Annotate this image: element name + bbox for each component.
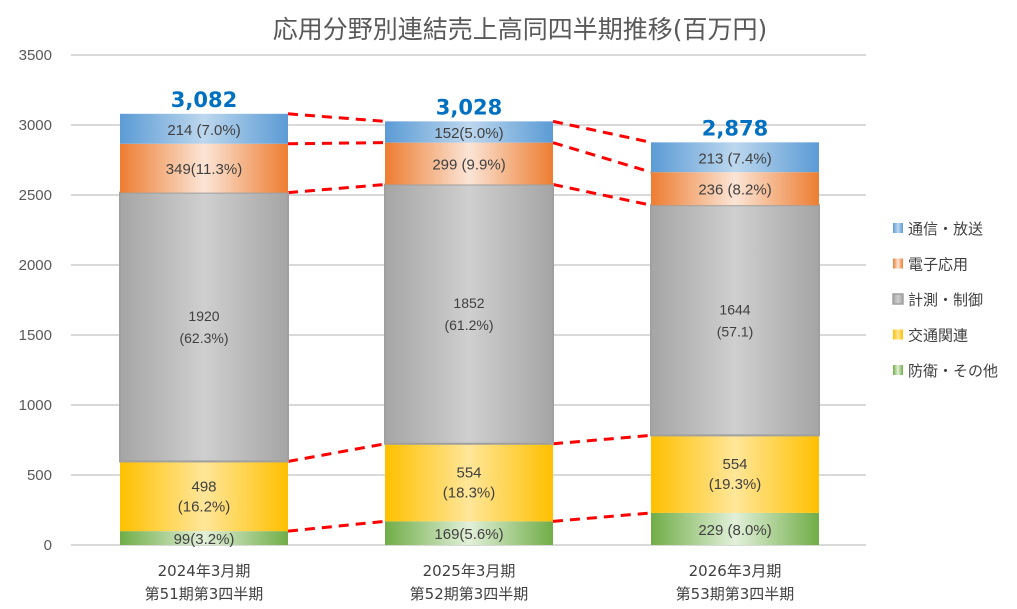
data-label: (61.2%) (444, 317, 493, 333)
bar-segment (650, 204, 820, 437)
data-label: (19.3%) (709, 476, 762, 493)
y-tick-label: 0 (44, 537, 52, 554)
legend-label: 通信・放送 (908, 220, 983, 238)
x-category-label: 第53期第3四半期 (676, 585, 795, 603)
bar-segment (120, 461, 288, 532)
bar-segment (651, 512, 819, 545)
y-tick-label: 3000 (19, 117, 52, 134)
data-label: 554 (456, 465, 481, 482)
total-label: 3,082 (171, 88, 237, 112)
data-label: 152(5.0%) (434, 125, 503, 142)
connector-line (287, 519, 386, 533)
bars (119, 113, 820, 545)
bar-segment (651, 172, 819, 206)
data-label: 99(3.2%) (174, 531, 235, 548)
connector-line (287, 442, 386, 463)
y-tick-label: 2500 (19, 187, 52, 204)
total-label: 3,028 (436, 95, 502, 119)
bar-segment (120, 113, 288, 144)
total-label: 2,878 (702, 116, 768, 140)
y-tick-label: 500 (27, 467, 52, 484)
x-category-label: 第51期第3四半期 (145, 585, 264, 603)
data-label: 1644 (719, 301, 750, 317)
legend-label: 交通関連 (908, 327, 968, 345)
data-label: (16.2%) (178, 498, 231, 515)
y-tick-label: 1500 (19, 327, 52, 344)
legend-marker-icon (892, 293, 904, 305)
data-label: 213 (7.4%) (698, 150, 771, 167)
data-label: 1852 (453, 295, 484, 311)
legend-label: 電子応用 (908, 256, 968, 274)
y-tick-label: 1000 (19, 397, 52, 414)
legend-label: 計測・制御 (908, 291, 983, 309)
data-label: 236 (8.2%) (698, 182, 771, 199)
x-category-label: 2025年3月期 (423, 562, 516, 580)
data-label: 169(5.6%) (434, 526, 503, 543)
bar-segment (651, 435, 819, 513)
connector-line (287, 183, 386, 195)
bar-segment (384, 183, 554, 445)
legend-marker-icon (893, 223, 903, 233)
legend-marker-icon (893, 258, 903, 269)
x-category-label: 2024年3月期 (158, 562, 251, 580)
connector-line (552, 511, 652, 523)
bar-segment (120, 143, 288, 193)
bar-segment (385, 521, 553, 545)
y-axis: 0 500 1000 1500 2000 2500 3000 3500 (19, 47, 52, 554)
connector-lines (287, 112, 652, 533)
bar-segment (385, 142, 553, 185)
legend-marker-icon (893, 329, 903, 340)
data-labels: 99(3.2%) 498 (16.2%) 1920 (62.3%) 349(11.3%) 2… (166, 88, 772, 548)
data-label: 498 (191, 478, 216, 495)
legend-label: 防衛・その他 (908, 362, 998, 380)
legend-marker-icon (893, 365, 903, 375)
bar-segment (651, 142, 819, 173)
y-tick-label: 2000 (19, 257, 52, 274)
bar-segment (120, 531, 288, 545)
bar-segment (119, 191, 289, 463)
chart-title: 応用分野別連結売上高同四半期推移(百万円) (273, 15, 768, 44)
data-label: 299 (9.9%) (432, 157, 505, 174)
bar-segment (385, 121, 553, 143)
connector-line (552, 433, 652, 446)
data-label: (57.1) (717, 323, 754, 339)
data-label: 554 (722, 456, 747, 473)
connector-line (552, 141, 652, 174)
x-category-label: 第52期第3四半期 (410, 585, 529, 603)
data-label: 1920 (188, 308, 219, 324)
y-tick-label: 3500 (19, 47, 52, 64)
data-label: (18.3%) (443, 485, 496, 502)
x-category-label: 2026年3月期 (689, 562, 782, 580)
data-label: 349(11.3%) (166, 161, 242, 178)
connector-line (287, 112, 386, 123)
connector-line (287, 141, 386, 146)
data-label: 214 (7.0%) (167, 122, 240, 139)
bar-segment (385, 443, 553, 522)
data-label: (62.3%) (179, 330, 228, 346)
data-label: 229 (8.0%) (698, 522, 771, 539)
